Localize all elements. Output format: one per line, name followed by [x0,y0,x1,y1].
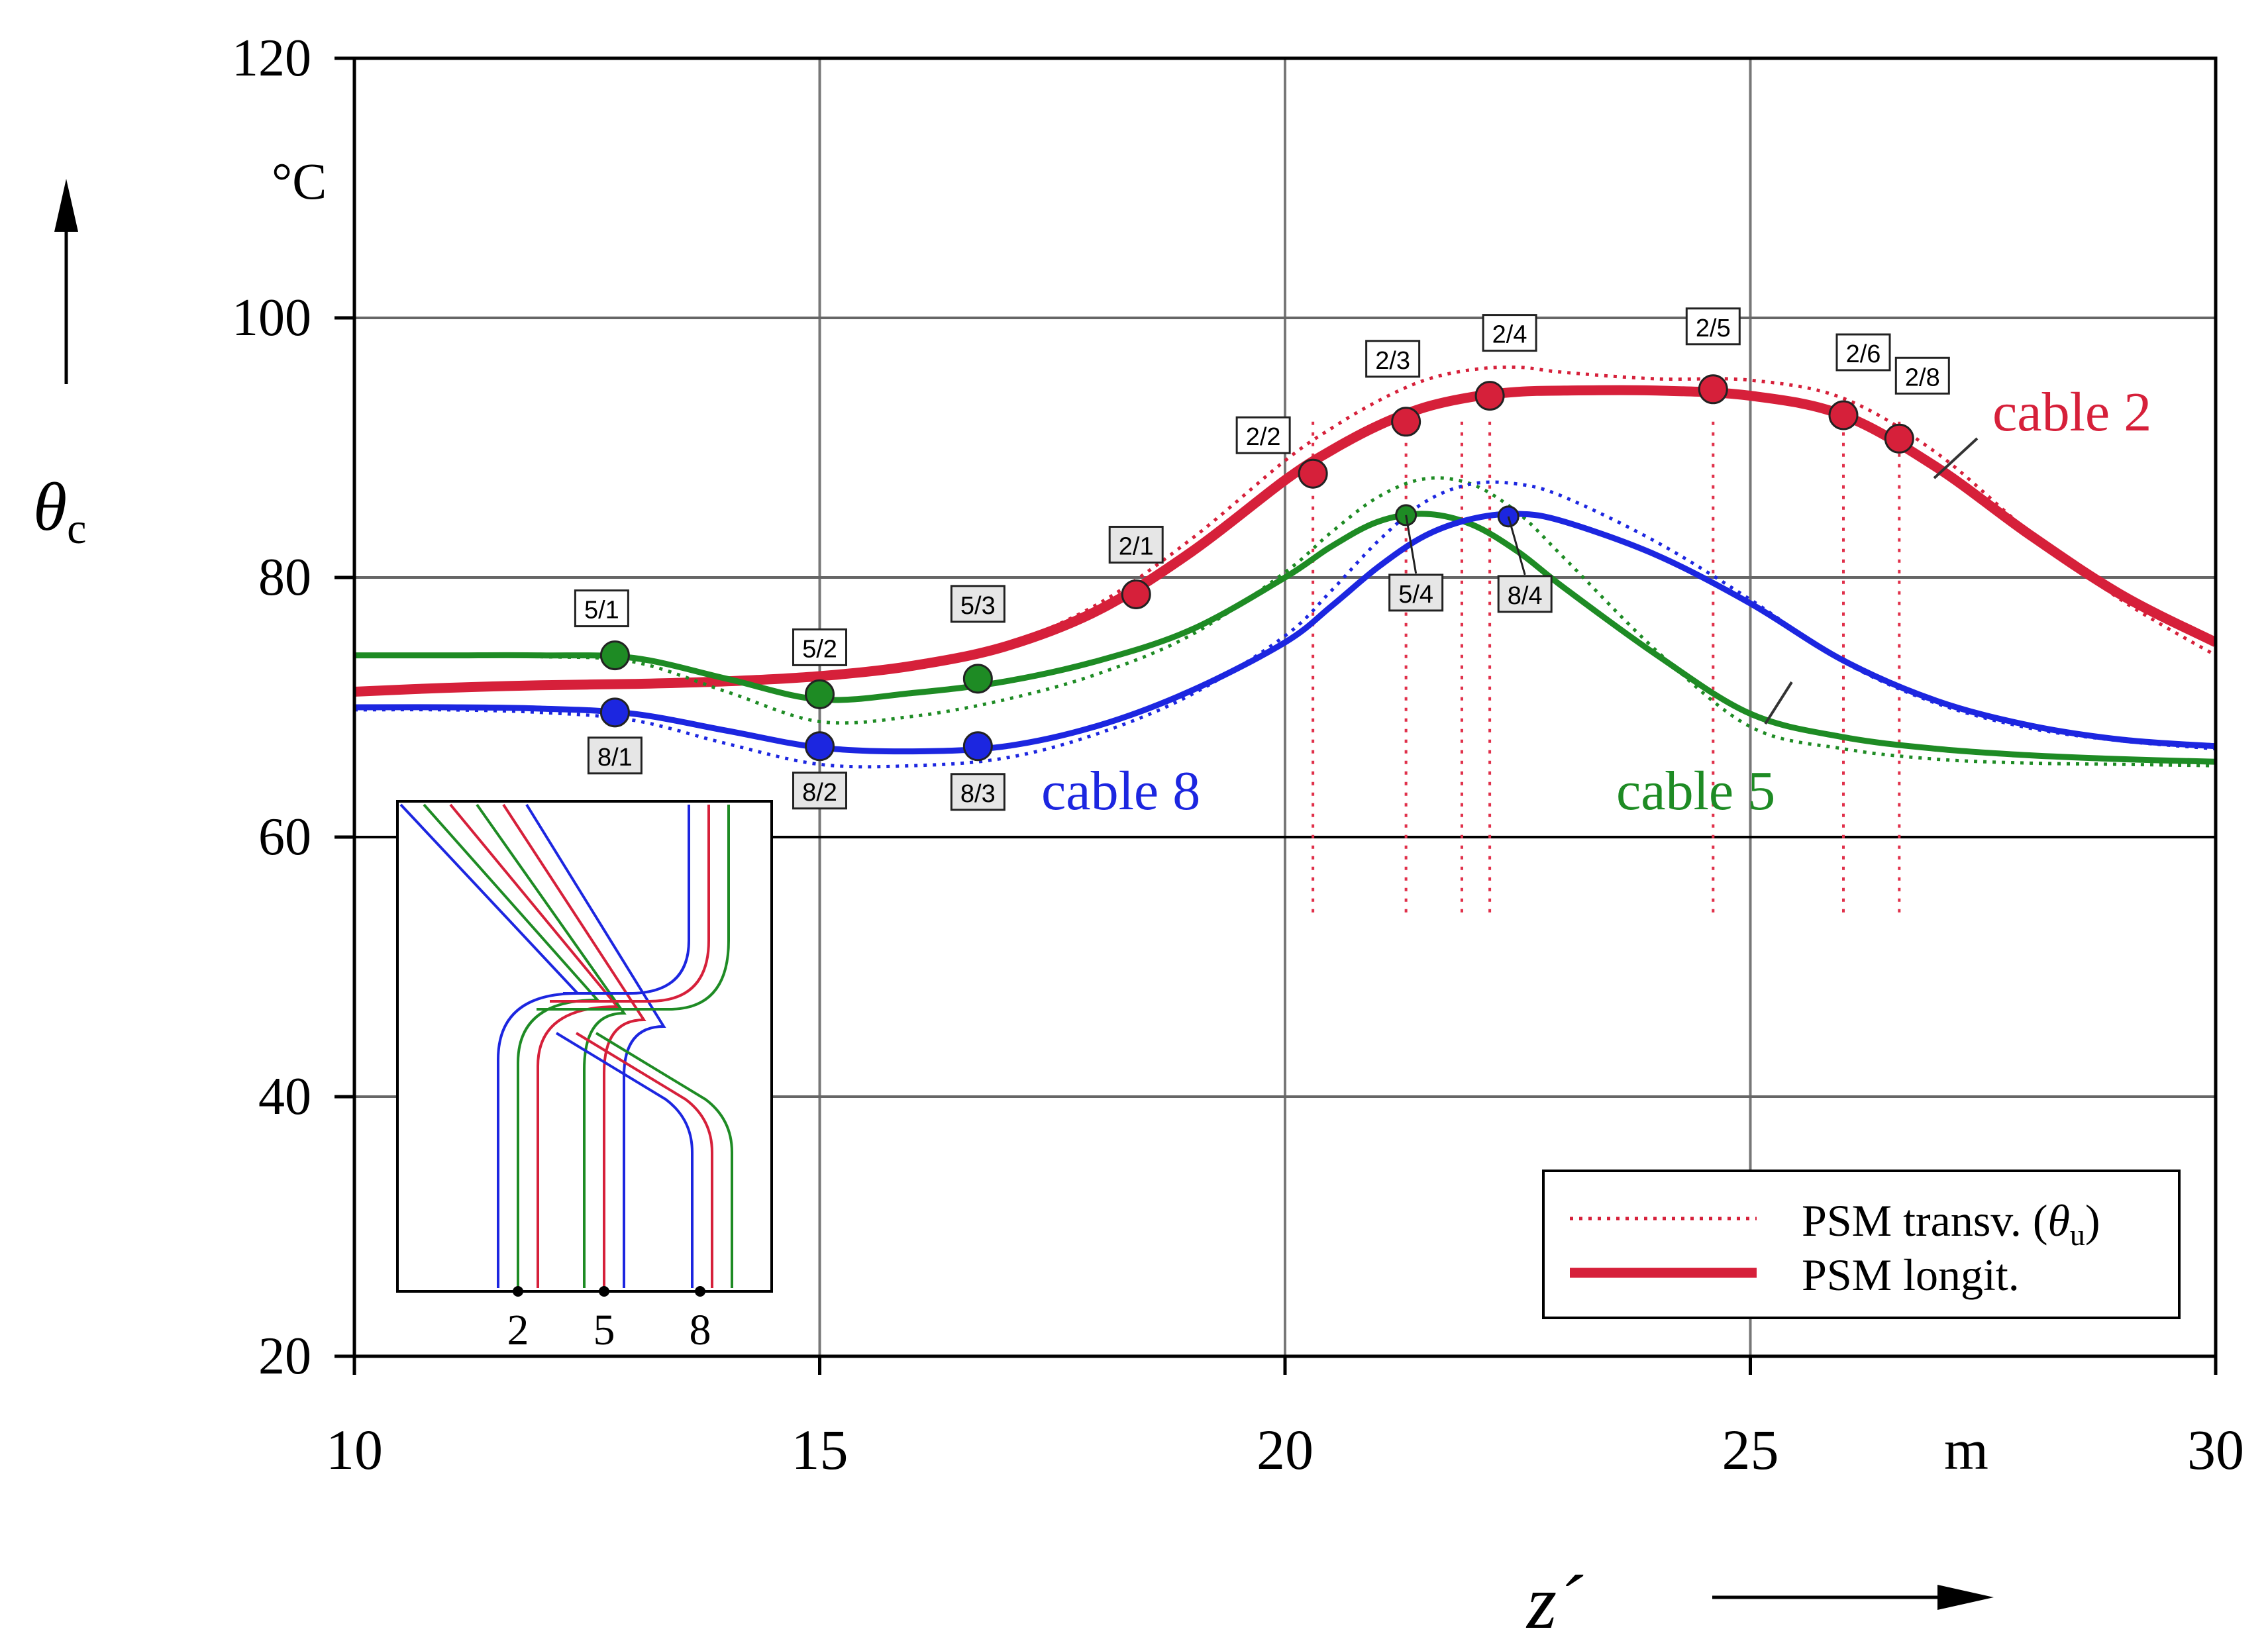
legend: PSM transv. (θu) PSM longit. [1542,1170,2181,1319]
cable-5-pointer [1764,681,1793,725]
marker-leader [1405,515,1418,574]
x-tick-label: 20 [1257,1418,1314,1481]
cable-8-longit-line [354,511,2216,755]
marker-label-box [1482,314,1537,352]
marker-label-box [1388,574,1444,612]
cable-5-longit-line [354,511,2216,765]
marker-label: 2/4 [1492,321,1527,349]
x-unit: m [1944,1418,1988,1481]
marker-label-box [1108,525,1164,564]
y-axis-label-subscript: c [67,505,86,553]
inset-cable-8-dot [695,1286,705,1297]
marker-label-box [1894,356,1950,395]
x-tick-label: 10 [326,1418,383,1481]
marker-label: 2/1 [1119,532,1154,560]
marker-label: 8/2 [802,779,837,807]
event-lines [1312,421,1901,915]
legend-longit-label: PSM longit. [1802,1250,2020,1300]
y-tick-label: 80 [258,548,311,607]
inset-cable-path [476,803,627,1288]
marker-label: 5/4 [1398,581,1433,609]
x-axis-label: z´ [1525,1560,1584,1645]
marker-leader [1507,516,1526,575]
marker-8-3 [962,731,993,762]
marker-label: 8/1 [597,744,633,772]
marker-label: 5/3 [960,592,996,620]
marker-label-box [950,773,1005,811]
marker-label: 8/4 [1508,582,1543,610]
inset-label-2: 2 [507,1306,529,1354]
marker-8-2 [805,731,835,762]
y-tick-label: 120 [232,29,311,87]
marker-2-8 [1884,423,1914,454]
inset-cable-path [550,805,713,1288]
inset-cable-path [502,803,646,1288]
inset-cable-paths [399,803,733,1288]
inset-cable-path [555,805,694,1288]
y-axis-label: θc [33,469,86,553]
cable-5-transv-line [354,476,2216,768]
legend-transv-sub: u [2070,1218,2085,1252]
marker-label: 5/1 [584,597,619,624]
y-tick-label: 40 [258,1068,311,1126]
cable-layout-inset: 2 5 8 [396,800,773,1354]
marker-label-box [587,736,643,775]
legend-box [1542,1170,2181,1319]
marker-5-1 [599,640,630,671]
marker-label: 2/5 [1696,315,1731,342]
y-axis-arrow-icon [54,179,78,384]
data-markers: 2/1 2/2 2/3 2/4 2/5 2/6 2/8 5/1 5/2 5/3 5/4 8/1 8/2 8… [574,307,1950,811]
marker-label-box [574,589,629,628]
series-label-cable-5: cable 5 [1616,760,1775,822]
x-axis-arrow-icon [1712,1585,1994,1610]
x-tick-label: 25 [1722,1418,1779,1481]
marker-5-2 [805,679,835,709]
inset-cable-path [449,803,621,1288]
marker-2-6 [1828,400,1859,430]
marker-label-box [792,772,847,810]
marker-2-4 [1474,381,1505,411]
marker-label: 2/8 [1905,364,1940,391]
inset-label-8: 8 [690,1306,711,1354]
legend-transv-theta: θ [2048,1195,2070,1246]
series-label-cable-2: cable 2 [1992,381,2151,443]
marker-2-5 [1698,374,1728,405]
y-tick-label: 100 [232,289,311,347]
marker-label: 2/2 [1246,423,1281,451]
inset-label-5: 5 [593,1306,615,1354]
inset-cable-path [537,805,733,1288]
legend-transv-close: ) [2085,1195,2100,1246]
x-tick-label: 15 [792,1418,849,1481]
marker-label: 2/3 [1375,347,1410,375]
inset-cable-path [525,803,666,1288]
marker-label-box [950,585,1005,623]
cable-2-pointer [1933,437,1979,479]
marker-2-2 [1298,458,1328,489]
series-label-cable-8: cable 8 [1041,760,1200,822]
y-tick-label: 60 [258,808,311,866]
marker-label-box [792,628,847,666]
marker-8-1 [599,697,630,728]
inset-cable-2-dot [513,1286,523,1297]
y-axis-label-symbol: θ [33,469,67,545]
marker-5-3 [962,664,993,694]
marker-label: 5/2 [802,635,837,663]
marker-label-box [1835,333,1891,372]
marker-label-box [1235,416,1291,454]
y-tick-label: 20 [258,1327,311,1385]
marker-2-1 [1121,579,1151,609]
marker-2-3 [1391,407,1421,437]
x-tick-label: 30 [2187,1418,2244,1481]
y-unit: °C [272,152,327,210]
marker-label: 8/3 [960,780,996,808]
legend-transv-text: PSM transv. ( [1802,1195,2048,1246]
inset-cable-5-dot [599,1286,609,1297]
marker-label: 2/6 [1846,340,1881,368]
marker-label-box [1497,575,1553,613]
legend-transv-label: PSM transv. (θu) [1802,1195,2100,1252]
marker-label-box [1685,307,1741,346]
marker-label-box [1365,340,1421,378]
